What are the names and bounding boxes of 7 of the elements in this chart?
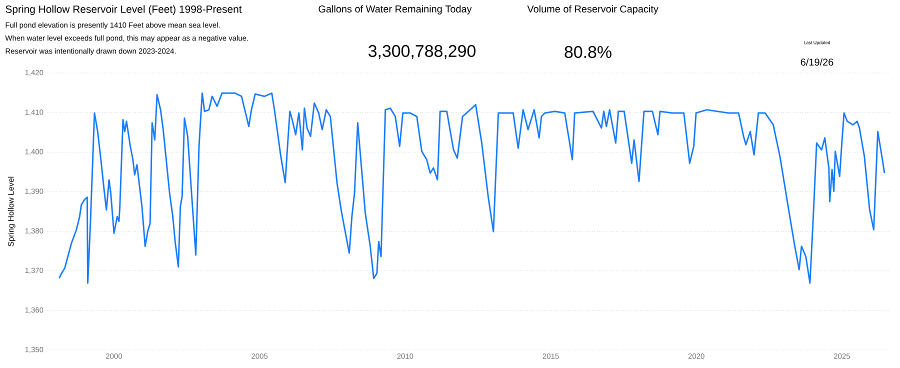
text: 80.8% xyxy=(564,46,612,58)
line-series xyxy=(58,92,886,284)
chart-title: Spring Hollow Reservoir Level (Feet) 1998-Present xyxy=(6,5,242,15)
text: Volume of Reservoir Capacity xyxy=(527,5,658,14)
text: Gallons of Water Remaining Today xyxy=(318,5,472,14)
text: 6/19/26 xyxy=(800,58,834,66)
text: 3,300,788,290 xyxy=(368,45,476,59)
